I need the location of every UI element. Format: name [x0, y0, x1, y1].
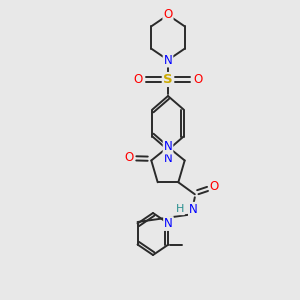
- Text: N: N: [189, 203, 198, 216]
- Text: N: N: [164, 53, 172, 67]
- Text: O: O: [124, 151, 134, 164]
- Text: O: O: [164, 8, 172, 22]
- Text: O: O: [194, 73, 202, 86]
- Text: N: N: [164, 140, 172, 154]
- Text: S: S: [163, 73, 173, 86]
- Text: O: O: [210, 180, 219, 193]
- Text: O: O: [134, 73, 142, 86]
- Text: H: H: [176, 204, 184, 214]
- Text: N: N: [164, 217, 173, 230]
- Text: N: N: [164, 152, 172, 166]
